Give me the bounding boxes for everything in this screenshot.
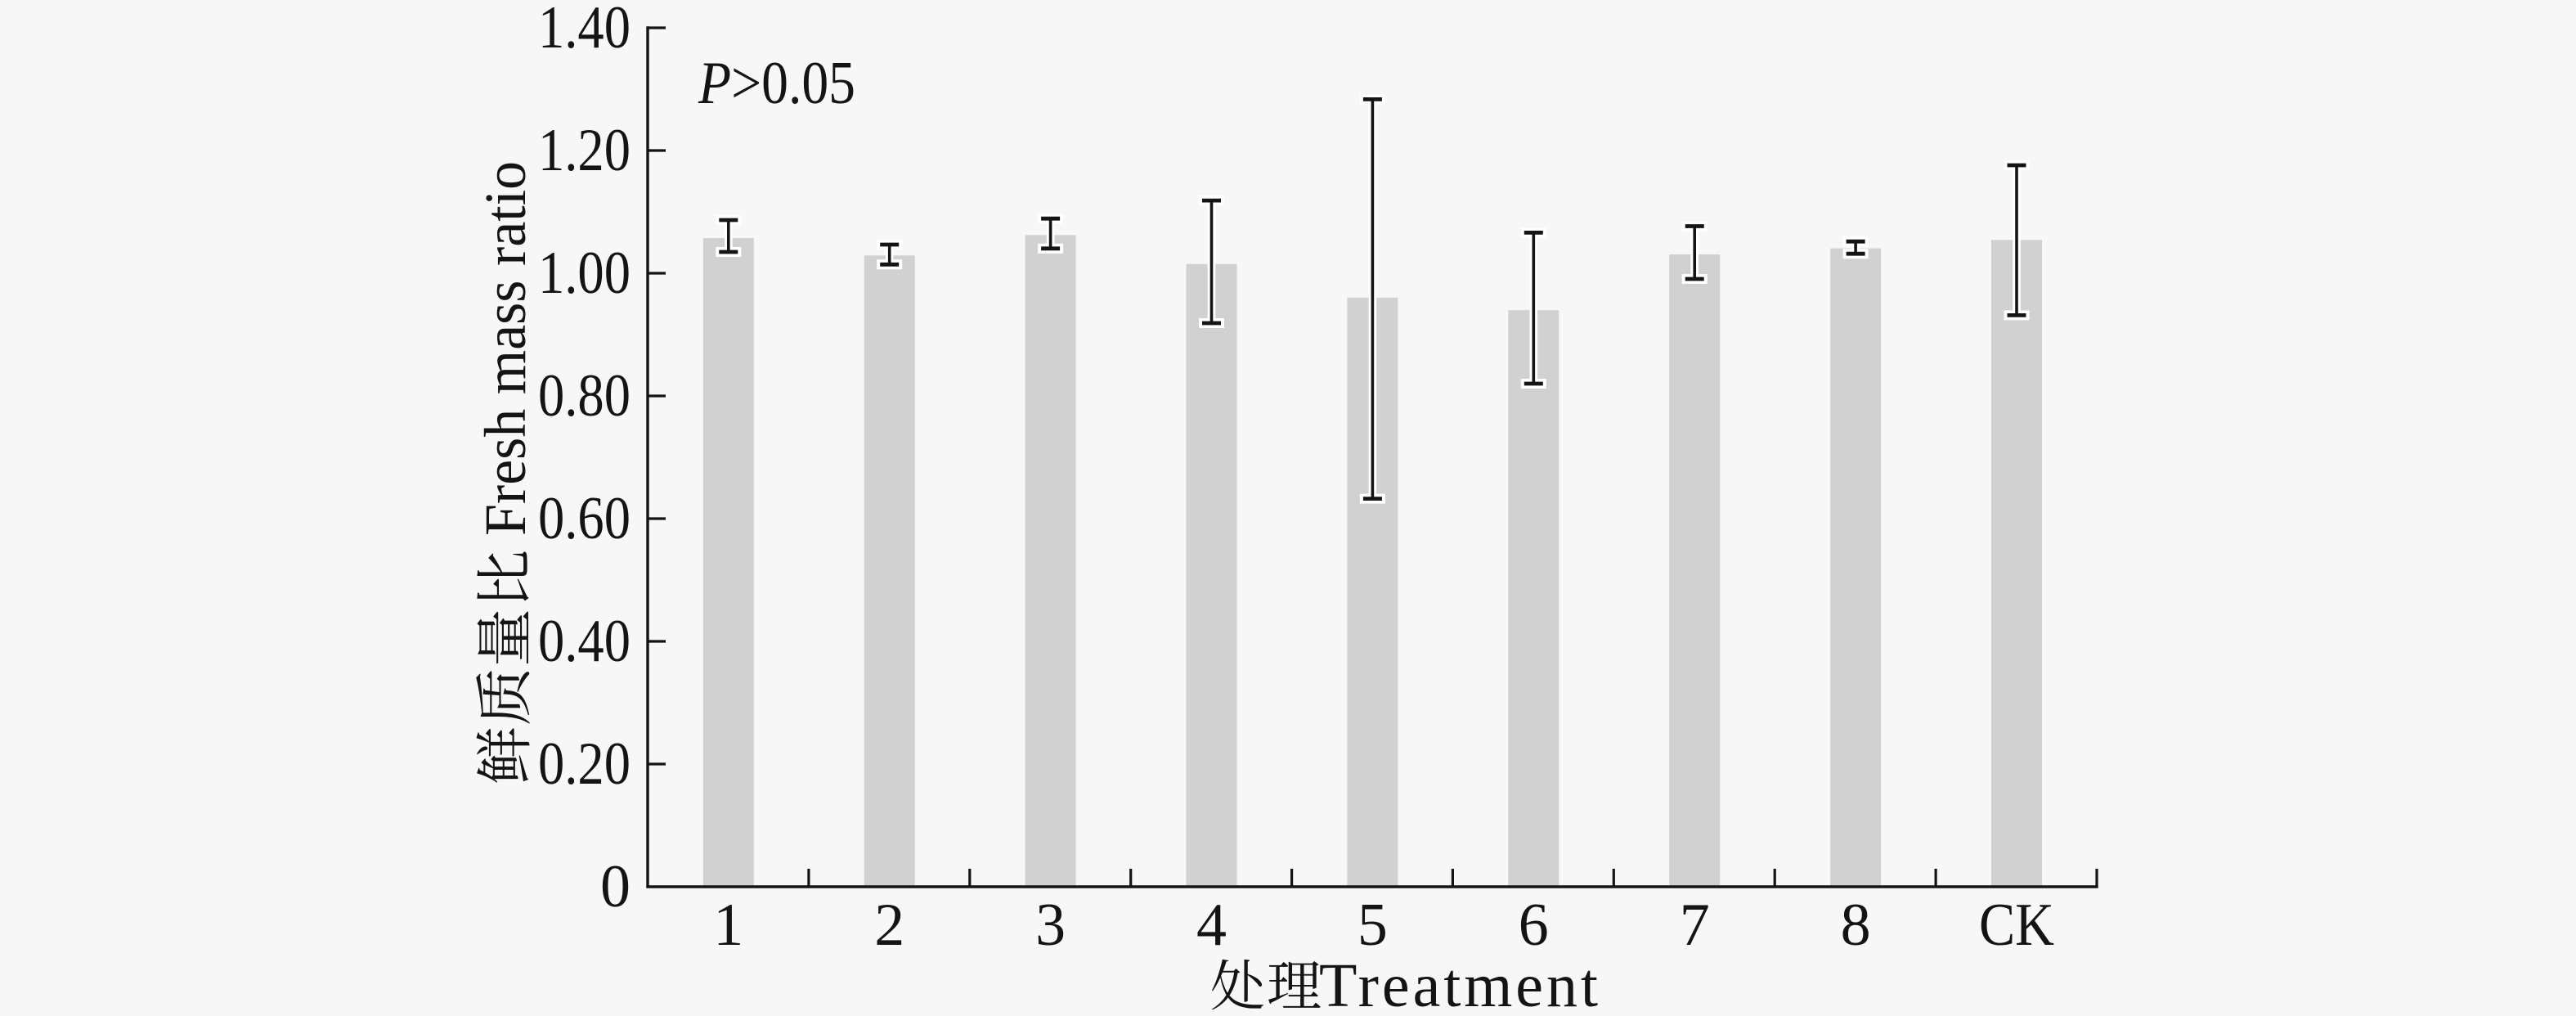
svg-text:4: 4 — [1196, 892, 1227, 959]
svg-text:CK: CK — [1979, 892, 2054, 959]
svg-text:0.80: 0.80 — [538, 362, 631, 429]
svg-text:0: 0 — [600, 853, 631, 920]
svg-text:1.00: 1.00 — [538, 240, 631, 307]
svg-text:Treatment: Treatment — [1319, 951, 1598, 1016]
svg-text:8: 8 — [1841, 892, 1871, 959]
svg-text:Fresh mass ratio: Fresh mass ratio — [473, 161, 538, 536]
svg-text:P>0.05: P>0.05 — [698, 50, 855, 117]
svg-text:6: 6 — [1519, 892, 1549, 959]
svg-text:1.20: 1.20 — [538, 117, 631, 184]
svg-text:5: 5 — [1358, 892, 1388, 959]
svg-text:0.60: 0.60 — [538, 485, 631, 552]
svg-text:3: 3 — [1035, 892, 1066, 959]
svg-text:2: 2 — [874, 892, 904, 959]
svg-text:1.40: 1.40 — [538, 0, 631, 61]
svg-text:0.20: 0.20 — [538, 731, 631, 798]
svg-text:7: 7 — [1680, 892, 1710, 959]
svg-text:1: 1 — [713, 892, 743, 959]
svg-text:0.40: 0.40 — [538, 608, 631, 675]
